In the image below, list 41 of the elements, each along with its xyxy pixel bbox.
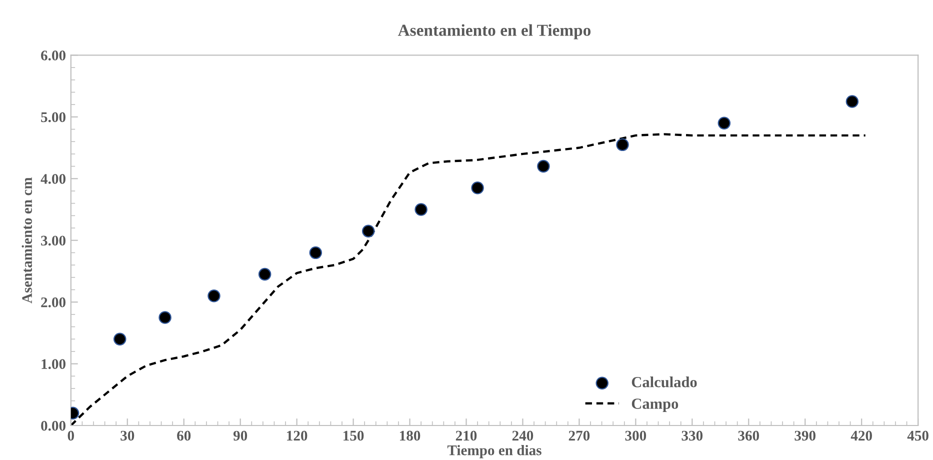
- x-tick-label: 390: [794, 430, 816, 441]
- x-tick-label: 90: [233, 430, 248, 441]
- y-tick-label: 3.00: [41, 236, 66, 246]
- x-tick-label: 360: [738, 430, 760, 441]
- x-axis-title: Tiempo en dias: [447, 444, 542, 458]
- x-tick-label: 270: [568, 430, 590, 441]
- x-tick-label: 330: [682, 430, 703, 441]
- point: [309, 246, 322, 260]
- y-tick-label: 1.00: [42, 359, 66, 370]
- x-tick-label: 30: [120, 430, 134, 441]
- y-tick-label: 6.00: [41, 50, 66, 60]
- x-tick-label: 180: [400, 430, 420, 441]
- x-tick-label: 210: [456, 430, 477, 441]
- x-tick-label: 150: [344, 430, 364, 441]
- y-tick-label: 2.00: [41, 297, 66, 308]
- point: [113, 332, 126, 346]
- line-series: [70, 133, 866, 426]
- point: [362, 224, 375, 238]
- point: [718, 116, 731, 130]
- point: [414, 203, 428, 216]
- point: [846, 95, 859, 108]
- point: [616, 138, 629, 152]
- legend-label: Campo: [632, 398, 678, 412]
- point: [158, 311, 172, 324]
- chart-title: Asentamiento en el Tiempo: [398, 24, 591, 40]
- point: [208, 290, 220, 302]
- x-tick-label: 120: [287, 430, 308, 441]
- y-axis-title: Asentamiento en cm: [22, 177, 32, 304]
- point: [471, 182, 484, 194]
- y-tick-label: 5.00: [41, 112, 66, 122]
- x-tick-label: 450: [907, 430, 928, 441]
- legend-label: Calculado: [632, 376, 697, 388]
- x-tick-label: 300: [625, 430, 646, 441]
- y-tick-label: 4.00: [40, 174, 66, 184]
- point: [258, 268, 272, 281]
- x-tick-label: 0: [68, 430, 74, 441]
- point: [537, 160, 550, 173]
- y-tick-label: 0.00: [41, 420, 66, 431]
- x-tick-label: 420: [850, 430, 872, 441]
- x-tick-label: 240: [512, 430, 534, 441]
- x-tick-label: 60: [177, 430, 191, 441]
